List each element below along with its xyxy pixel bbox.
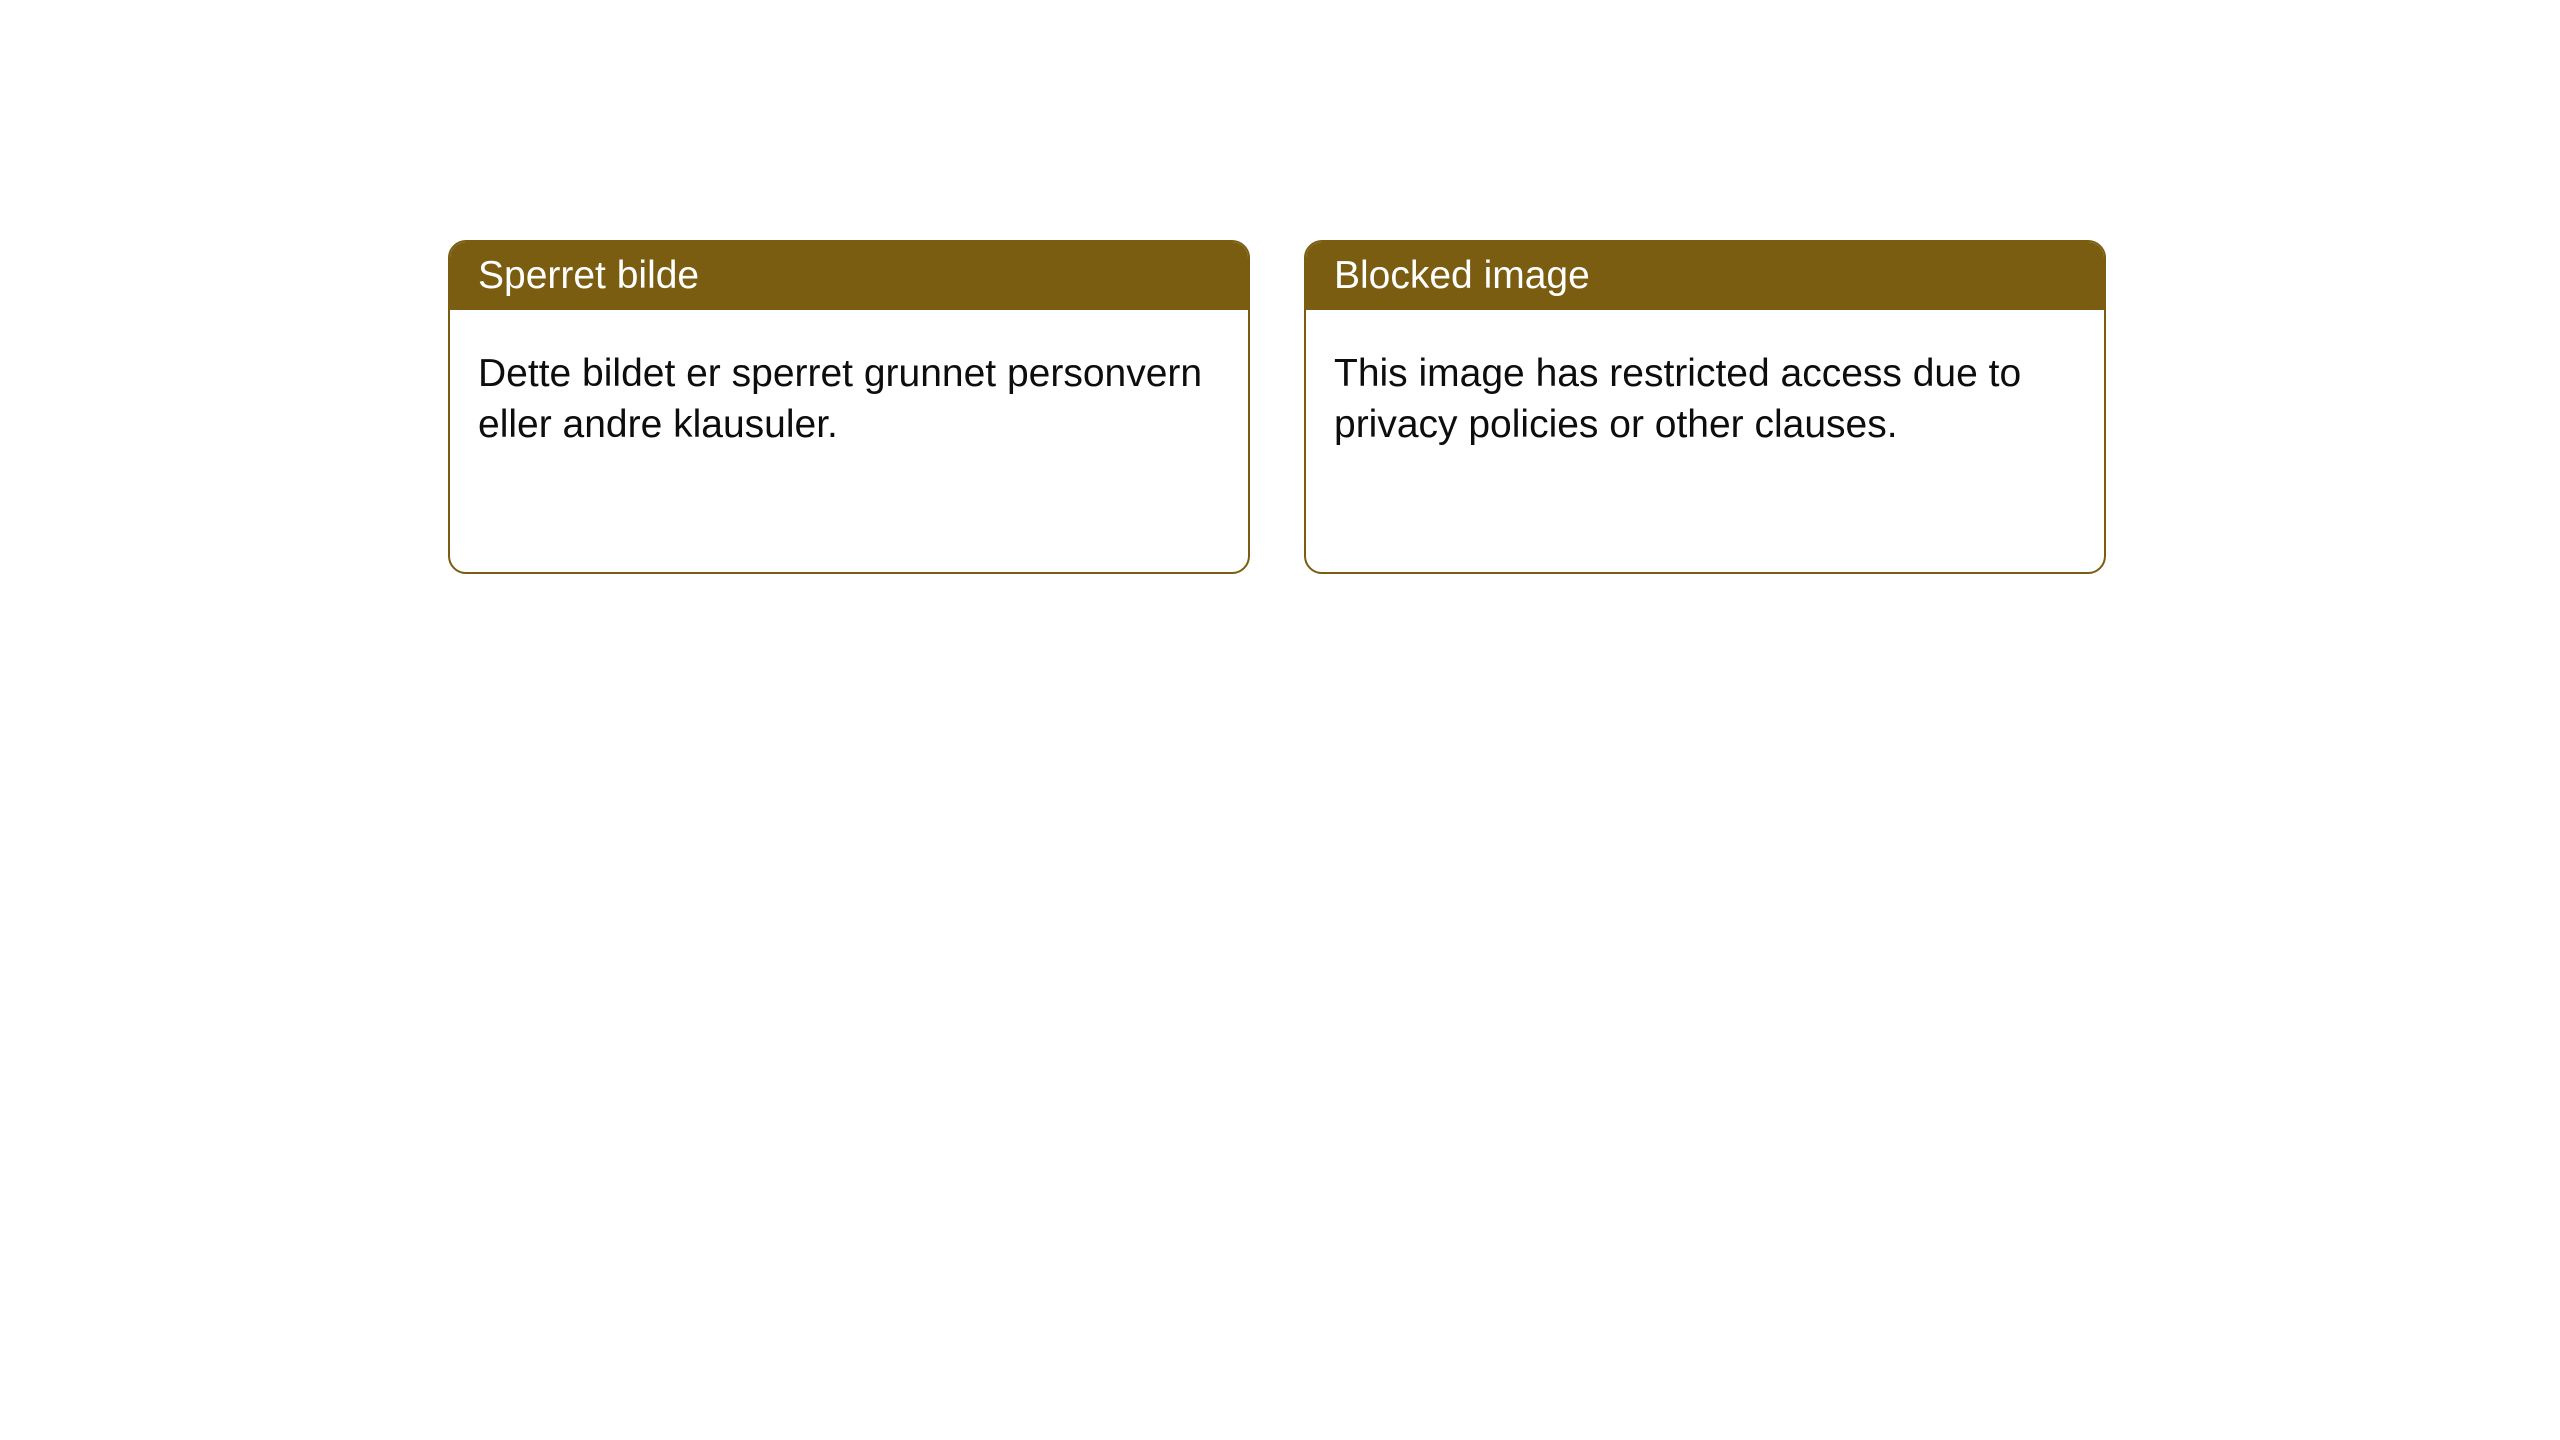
notice-title: Blocked image <box>1334 254 1590 297</box>
notice-header: Sperret bilde <box>450 242 1248 310</box>
notice-title: Sperret bilde <box>478 254 699 297</box>
notice-container: Sperret bilde Dette bildet er sperret gr… <box>0 0 2560 574</box>
notice-header: Blocked image <box>1306 242 2104 310</box>
notice-text: This image has restricted access due to … <box>1334 352 2021 446</box>
notice-body: Dette bildet er sperret grunnet personve… <box>450 310 1248 489</box>
notice-body: This image has restricted access due to … <box>1306 310 2104 489</box>
notice-card-english: Blocked image This image has restricted … <box>1304 240 2106 574</box>
notice-card-norwegian: Sperret bilde Dette bildet er sperret gr… <box>448 240 1250 574</box>
notice-text: Dette bildet er sperret grunnet personve… <box>478 352 1202 446</box>
